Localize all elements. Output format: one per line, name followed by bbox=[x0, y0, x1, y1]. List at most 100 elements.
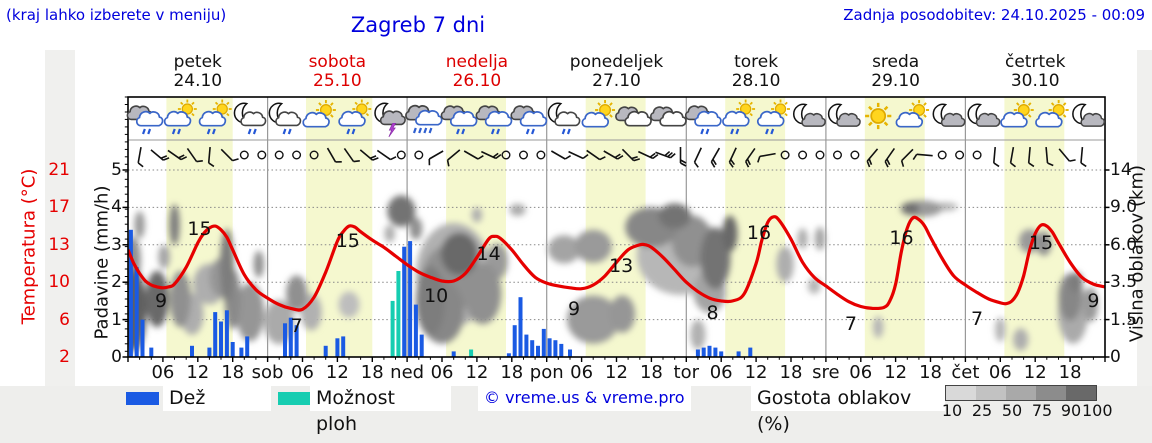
weather-icon-sun-rain bbox=[198, 99, 232, 135]
day-name: petek bbox=[173, 52, 222, 72]
day-header: četrtek 30.10 bbox=[975, 53, 1095, 91]
rain-legend-label: Dež bbox=[163, 385, 271, 411]
right-gray-strip bbox=[1137, 50, 1152, 443]
precip-bars bbox=[128, 229, 753, 357]
day-name: torek bbox=[734, 52, 779, 72]
temperature-value-labels: 9 15 7 15 10 14 9 13 8 16 7 16 7 15 9 bbox=[155, 218, 1099, 337]
copyright-link[interactable]: © vreme.us & vreme.pro bbox=[478, 385, 691, 411]
axis-tick: 21 bbox=[48, 160, 70, 180]
svg-text:9: 9 bbox=[568, 298, 580, 320]
axis-tick: 3.5 bbox=[1110, 272, 1138, 293]
day-date: 24.10 bbox=[173, 71, 223, 91]
axis-tick: 6 bbox=[59, 309, 70, 330]
time-tick-label: 06 bbox=[151, 362, 175, 383]
svg-text:10: 10 bbox=[424, 285, 448, 307]
axis-tick: 2 bbox=[59, 347, 70, 367]
time-tick-label: 06 bbox=[570, 362, 594, 383]
weather-icon-moon-rain bbox=[547, 102, 581, 135]
time-tick-label: tor bbox=[673, 362, 700, 383]
cloud-density-label: Gostota oblakov (%) bbox=[751, 385, 945, 435]
cloud-scale-tick: 50 bbox=[1001, 401, 1023, 420]
axis-tick: 6.0 bbox=[1110, 234, 1138, 255]
time-tick-label: ned bbox=[390, 362, 425, 383]
time-tick-label: 06 bbox=[849, 362, 873, 383]
cloud-shading bbox=[128, 195, 1099, 352]
daylight-band bbox=[1004, 97, 1065, 357]
svg-text:14: 14 bbox=[477, 243, 501, 265]
time-tick-label: sre bbox=[812, 362, 840, 383]
weather-icon-rain bbox=[475, 105, 513, 135]
day-header: petek 24.10 bbox=[138, 53, 258, 91]
weather-icon-cloudy bbox=[615, 106, 652, 127]
time-tick-label: 12 bbox=[186, 362, 210, 383]
axis-tick: 0 bbox=[111, 347, 122, 367]
weather-icon-sun-cloud bbox=[895, 100, 930, 128]
weather-icon-sun-rain bbox=[722, 99, 756, 135]
shower-legend-label: Možnost ploh bbox=[310, 385, 451, 435]
weather-icon-sun-cloud bbox=[302, 100, 336, 128]
time-tick-label: 12 bbox=[605, 362, 628, 383]
weather-icon-sun-cloud bbox=[1000, 100, 1034, 128]
axis-tick: 0 bbox=[1110, 347, 1121, 367]
svg-text:16: 16 bbox=[747, 222, 771, 244]
day-header: torek 28.10 bbox=[696, 53, 816, 91]
shower-legend-swatch bbox=[278, 392, 311, 405]
axis-tick: 9.0 bbox=[1110, 197, 1138, 218]
weather-icon-heavy-rain bbox=[405, 104, 443, 134]
weather-icon-rain bbox=[510, 105, 548, 135]
day-name: ponedeljek bbox=[569, 52, 664, 72]
axis-tick: 3 bbox=[111, 234, 122, 255]
svg-text:7: 7 bbox=[845, 313, 857, 335]
axis-tick: 5 bbox=[111, 160, 122, 180]
time-tick-label: čet bbox=[951, 362, 980, 383]
cloud-scale-segment bbox=[976, 386, 1006, 400]
svg-text:15: 15 bbox=[1029, 232, 1053, 254]
day-date: 26.10 bbox=[452, 71, 502, 91]
svg-text:8: 8 bbox=[706, 302, 718, 324]
menu-hint: (kraj lahko izberete v meniju) bbox=[6, 6, 227, 24]
weather-icon-moon-cloud bbox=[967, 103, 1001, 127]
time-tick-label: pon bbox=[529, 362, 564, 383]
cloud-scale-segment bbox=[946, 386, 976, 400]
day-header: nedelja 26.10 bbox=[417, 53, 537, 91]
axis-tick: 10 bbox=[48, 272, 70, 293]
day-name: nedelja bbox=[445, 52, 509, 72]
day-date: 27.10 bbox=[592, 71, 641, 91]
time-tick-label: sob bbox=[251, 362, 284, 383]
day-header: sreda 29.10 bbox=[836, 53, 956, 91]
time-tick-label: 18 bbox=[1058, 362, 1082, 383]
day-date: 25.10 bbox=[313, 71, 362, 91]
svg-text:13: 13 bbox=[609, 255, 633, 277]
time-tick-label: 18 bbox=[639, 362, 663, 383]
cloud-scale-segment bbox=[1006, 386, 1036, 400]
weather-icon-moon-rain bbox=[268, 102, 302, 135]
weather-icon-rain bbox=[440, 105, 478, 135]
weather-icon-sun-rain bbox=[163, 99, 197, 135]
time-tick-label: 12 bbox=[744, 362, 768, 383]
axis-tick: 13 bbox=[48, 234, 70, 255]
svg-text:15: 15 bbox=[187, 218, 211, 240]
axis-tick: 1.5 bbox=[1110, 309, 1138, 330]
time-tick-label: 06 bbox=[430, 362, 454, 383]
weather-icon-sun-cloud bbox=[581, 100, 616, 128]
time-tick-label: 18 bbox=[500, 362, 524, 383]
weather-icon-sun bbox=[865, 102, 892, 130]
day-name: sreda bbox=[872, 52, 920, 72]
time-tick-label: 12 bbox=[465, 362, 489, 383]
weather-icon-moon-cloud bbox=[827, 103, 861, 127]
time-tick-label: 12 bbox=[884, 362, 908, 383]
time-tick-label: 18 bbox=[779, 362, 803, 383]
time-tick-label: 12 bbox=[1023, 362, 1047, 383]
svg-text:7: 7 bbox=[291, 315, 303, 337]
svg-text:9: 9 bbox=[155, 290, 167, 312]
svg-text:7: 7 bbox=[971, 308, 983, 330]
temperature-curve bbox=[128, 215, 1105, 312]
weather-icons-row bbox=[126, 99, 1106, 138]
cloud-scale-tick: 100 bbox=[1082, 401, 1113, 420]
time-tick-label: 06 bbox=[291, 362, 314, 383]
cloud-scale-tick: 10 bbox=[941, 401, 963, 420]
day-header: ponedeljek 27.10 bbox=[557, 53, 677, 91]
time-tick-label: 18 bbox=[360, 362, 384, 383]
